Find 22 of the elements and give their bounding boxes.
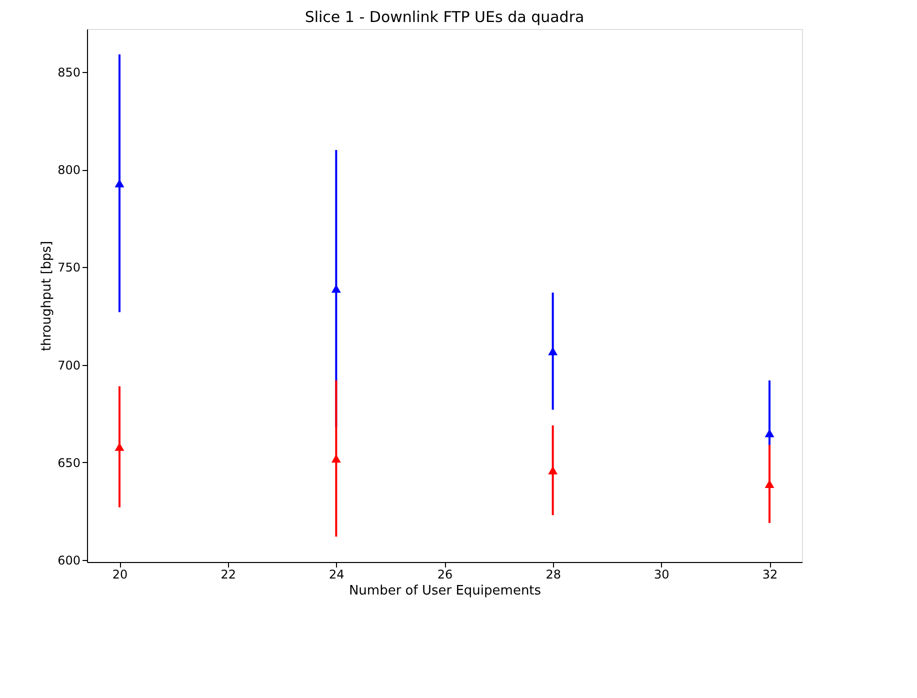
point: [331, 284, 341, 293]
point: [114, 179, 124, 188]
y-tick-label: 850: [58, 65, 80, 80]
y-axis-title: throughput [bps]: [40, 240, 55, 352]
y-tick-label: 650: [58, 456, 80, 470]
point: [764, 429, 774, 438]
y-tick-label: 800: [58, 163, 80, 178]
chart-title: Slice 1 - Downlink FTP UEs da quadra: [304, 8, 584, 26]
point: [331, 454, 341, 463]
x-tick-label: 20: [112, 568, 128, 582]
y-tick-label: 750: [58, 260, 80, 275]
point: [548, 347, 558, 356]
x-tick-label: 30: [654, 568, 670, 582]
x-tick-label: 32: [762, 568, 778, 582]
x-tick-label: 24: [329, 568, 344, 582]
point: [548, 466, 558, 474]
y-tick-label: 700: [58, 358, 80, 372]
x-tick-label: 28: [546, 568, 561, 582]
x-tick-label: 22: [220, 568, 236, 582]
y-tick-label: 600: [58, 554, 80, 568]
x-tick-label: 26: [437, 568, 453, 582]
x-axis-title: Number of User Equipements: [348, 584, 542, 598]
